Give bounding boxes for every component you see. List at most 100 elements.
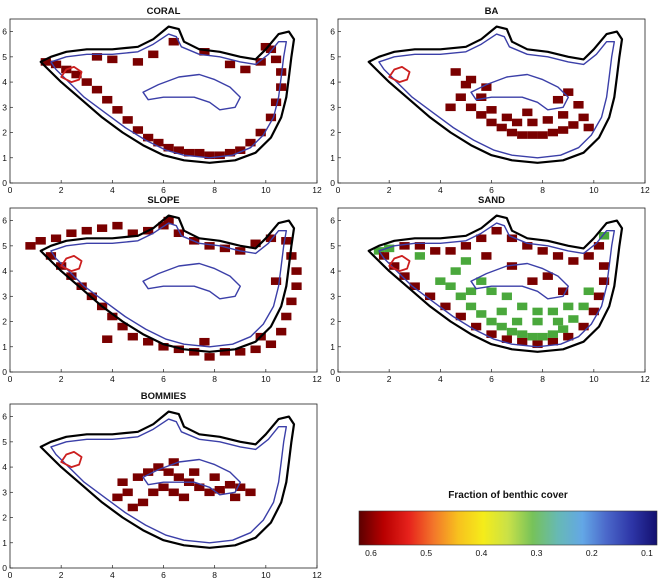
cover-cell: [71, 70, 82, 79]
y-tick-label: 3: [330, 291, 335, 301]
cover-cell: [45, 252, 57, 260]
x-tick-label: 4: [110, 185, 115, 195]
cover-cell: [224, 480, 236, 489]
outer-reef-contour: [39, 214, 296, 353]
x-tick-label: 6: [489, 374, 494, 384]
cover-cell: [199, 337, 210, 346]
cover-cell: [291, 282, 302, 290]
cover-cell: [81, 226, 92, 235]
cover-cell: [173, 473, 184, 481]
cover-cell: [143, 133, 154, 142]
y-tick-label: 1: [330, 153, 335, 163]
cover-cell: [450, 267, 461, 275]
cover-cell: [199, 48, 210, 56]
site-marker: [388, 255, 411, 272]
y-tick-label: 3: [330, 102, 335, 112]
x-tick-label: 12: [312, 570, 322, 580]
cover-cell: [163, 468, 174, 476]
cover-cell: [476, 93, 487, 101]
cover-cell: [460, 80, 472, 89]
inner-reef-contour: [50, 418, 287, 544]
cover-cell: [527, 118, 538, 127]
cover-cell: [25, 242, 36, 250]
cover-cell: [399, 272, 410, 280]
cover-cell: [517, 131, 528, 139]
cover-cell: [132, 126, 144, 134]
cover-cell: [465, 287, 477, 296]
cover-cell: [501, 335, 512, 343]
panel-title: SLOPE: [147, 195, 179, 206]
cover-cell: [235, 483, 246, 492]
cover-cell: [168, 37, 179, 46]
cover-cell: [384, 244, 395, 253]
cover-cell: [532, 317, 543, 326]
x-tick-label: 2: [59, 570, 64, 580]
cover-cell: [230, 493, 241, 502]
cover-cell: [445, 247, 456, 255]
y-tick-label: 0: [2, 367, 7, 377]
colorbar-tick-label: 0.1: [641, 548, 653, 558]
cover-cell: [122, 488, 133, 497]
y-tick-label: 5: [2, 52, 7, 62]
y-tick-label: 5: [330, 241, 335, 251]
cover-cell: [250, 345, 261, 354]
cover-cell: [578, 322, 589, 331]
cover-cell: [578, 113, 589, 122]
y-tick-label: 4: [330, 77, 335, 87]
cover-cell: [430, 247, 441, 255]
x-tick-label: 2: [387, 185, 392, 195]
site-marker: [60, 66, 83, 83]
site-marker: [60, 255, 83, 272]
cover-cell: [399, 242, 410, 250]
cover-cell: [245, 138, 256, 147]
cover-cell: [558, 287, 569, 296]
cover-cell: [153, 138, 164, 147]
cover-cell: [209, 473, 220, 481]
y-tick-label: 6: [330, 27, 335, 37]
cover-cell: [204, 242, 215, 250]
cover-cell: [66, 272, 77, 280]
cover-cell: [563, 88, 574, 96]
y-tick-label: 4: [2, 77, 7, 87]
cover-cell: [593, 242, 605, 250]
x-tick-label: 10: [589, 374, 599, 384]
cover-cell: [506, 327, 518, 336]
cover-cell: [76, 282, 87, 290]
panel-title: SAND: [478, 195, 505, 206]
cover-cell: [173, 146, 184, 154]
cover-cell: [158, 483, 169, 492]
y-tick-label: 0: [330, 178, 335, 188]
cover-cell: [568, 315, 579, 323]
x-tick-label: 2: [59, 185, 64, 195]
cover-cell: [414, 252, 425, 260]
cover-cell: [460, 242, 472, 250]
x-tick-label: 10: [589, 185, 599, 195]
lagoon-contour: [142, 262, 241, 300]
cover-cell: [219, 244, 231, 253]
x-tick-label: 10: [261, 374, 271, 384]
cover-cell: [137, 498, 149, 507]
x-tick-label: 4: [110, 374, 115, 384]
y-tick-label: 3: [2, 102, 7, 112]
cover-cell: [491, 226, 502, 235]
y-tick-label: 4: [2, 462, 7, 472]
y-tick-label: 5: [2, 241, 7, 251]
cover-cell: [224, 60, 236, 69]
cover-cell: [127, 229, 138, 238]
cover-cell: [501, 113, 512, 122]
cover-cell: [50, 234, 62, 243]
cover-cell: [414, 242, 425, 250]
cover-cell: [117, 478, 128, 486]
y-tick-label: 6: [2, 412, 7, 422]
y-tick-label: 3: [2, 487, 7, 497]
cover-cell: [547, 330, 559, 338]
x-tick-label: 8: [212, 374, 217, 384]
inner-reef-contour: [378, 33, 615, 159]
cover-cell: [102, 95, 113, 104]
cover-cell: [486, 330, 497, 338]
cover-cell: [265, 113, 277, 122]
cover-cell: [270, 55, 282, 64]
cover-cell: [583, 123, 594, 132]
